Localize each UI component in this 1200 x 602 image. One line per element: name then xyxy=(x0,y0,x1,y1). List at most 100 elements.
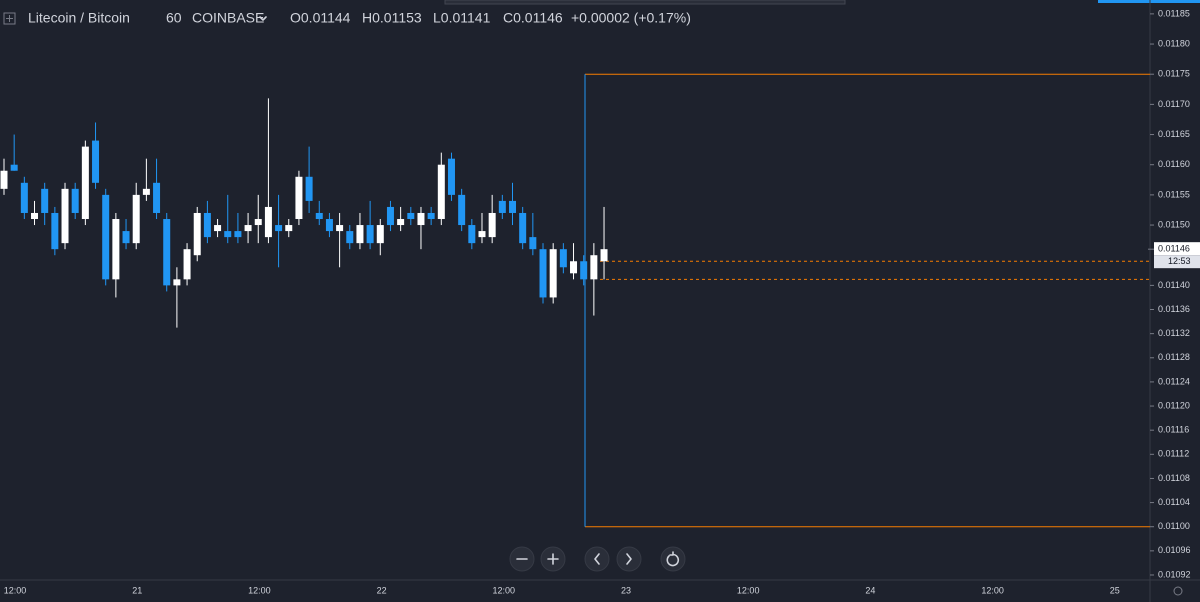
candle-body xyxy=(336,225,343,231)
candle-body xyxy=(255,219,262,225)
candle-body xyxy=(356,225,363,243)
candle-body xyxy=(529,237,536,249)
y-tick-label: 0.01092 xyxy=(1158,569,1191,579)
candle-body xyxy=(143,189,150,195)
candle-body xyxy=(214,225,221,231)
y-tick-label: 0.01100 xyxy=(1158,521,1190,531)
candle-body xyxy=(204,213,211,237)
x-tick-label: 23 xyxy=(621,585,631,595)
y-tick-label: 0.01170 xyxy=(1158,99,1190,109)
y-tick-label: 0.01185 xyxy=(1158,8,1190,18)
candle-body xyxy=(62,189,69,243)
x-tick-label: 12:00 xyxy=(981,585,1004,595)
candle-body xyxy=(489,213,496,237)
candle-body xyxy=(285,225,292,231)
candle-wick xyxy=(176,267,177,327)
exchange[interactable]: COINBASE xyxy=(192,10,264,26)
candle-wick xyxy=(481,213,482,243)
candle-body xyxy=(295,177,302,219)
scroll-right-button[interactable] xyxy=(617,547,641,571)
candle-body xyxy=(428,213,435,219)
y-tick-label: 0.01128 xyxy=(1158,352,1190,362)
candle-body xyxy=(224,231,231,237)
candle-body xyxy=(112,219,119,279)
candle-body xyxy=(275,225,282,231)
candle-body xyxy=(1,171,8,189)
candle-body xyxy=(519,213,526,243)
countdown-label: 12:53 xyxy=(1168,256,1191,266)
candle-body xyxy=(550,249,557,297)
candle-body xyxy=(21,183,28,213)
x-tick-label: 25 xyxy=(1110,585,1120,595)
legend-close: C0.01146 xyxy=(503,10,563,26)
y-tick-label: 0.01112 xyxy=(1158,449,1189,459)
candle-body xyxy=(11,165,18,171)
x-tick-label: 12:00 xyxy=(493,585,516,595)
y-tick-label: 0.01132 xyxy=(1158,328,1190,338)
candle-body xyxy=(367,225,374,243)
toolbar-tab[interactable] xyxy=(445,0,845,4)
x-tick-label: 12:00 xyxy=(248,585,271,595)
candle-body xyxy=(306,177,313,201)
y-tick-label: 0.01175 xyxy=(1158,69,1190,79)
candle-body xyxy=(468,225,475,243)
candle-body xyxy=(41,189,48,213)
legend-low: L0.01141 xyxy=(433,10,491,26)
y-tick-label: 0.01180 xyxy=(1158,38,1190,48)
y-tick-label: 0.01155 xyxy=(1158,189,1190,199)
candle-body xyxy=(397,219,404,225)
candle-body xyxy=(173,279,180,285)
x-tick-label: 12:00 xyxy=(737,585,760,595)
candle-body xyxy=(163,219,170,285)
candle-body xyxy=(478,231,485,237)
x-tick-label: 24 xyxy=(865,585,875,595)
x-tick-label: 21 xyxy=(132,585,142,595)
candle-body xyxy=(234,231,241,237)
legend-high: H0.01153 xyxy=(362,10,422,26)
candle-body xyxy=(407,213,414,219)
candle-wick xyxy=(278,195,279,267)
candle-body xyxy=(458,195,465,225)
y-tick-label: 0.01120 xyxy=(1158,400,1190,410)
candle-body xyxy=(570,261,577,273)
reset-button[interactable] xyxy=(661,547,685,571)
candle-body xyxy=(133,195,140,243)
candle-body xyxy=(509,201,516,213)
candle-body xyxy=(601,249,608,261)
x-tick-label: 22 xyxy=(377,585,387,595)
candle-body xyxy=(316,213,323,219)
y-tick-label: 0.01108 xyxy=(1158,473,1190,483)
interval: 60 xyxy=(166,10,182,26)
candle-body xyxy=(123,231,130,243)
candle-body xyxy=(438,165,445,219)
header: Litecoin / Bitcoin 60 COINBASE O0.01144 … xyxy=(4,10,691,26)
candle-body xyxy=(153,183,160,213)
toolbar-tab-active[interactable] xyxy=(1098,0,1200,3)
symbol: Litecoin / Bitcoin xyxy=(28,10,130,26)
candle-body xyxy=(346,231,353,243)
candle-body xyxy=(417,213,424,225)
legend-change: +0.00002 (+0.17%) xyxy=(571,10,691,26)
candle-wick xyxy=(604,207,605,279)
candle-body xyxy=(51,213,58,249)
candle-wick xyxy=(339,213,340,267)
candle-body xyxy=(590,255,597,279)
candle-body xyxy=(184,249,191,279)
y-tick-label: 0.01096 xyxy=(1158,545,1191,555)
candle-body xyxy=(82,147,89,219)
candle-body xyxy=(245,225,252,231)
candle-body xyxy=(540,249,547,297)
candle-body xyxy=(265,207,272,237)
y-tick-label: 0.01150 xyxy=(1158,219,1190,229)
candle-body xyxy=(194,213,201,255)
y-tick-label: 0.01160 xyxy=(1158,159,1190,169)
y-tick-label: 0.01165 xyxy=(1158,129,1190,139)
y-tick-label: 0.01104 xyxy=(1158,497,1190,507)
candle-body xyxy=(92,141,99,183)
candle-body xyxy=(560,249,567,267)
candle-body xyxy=(448,159,455,195)
chart: Litecoin / Bitcoin 60 COINBASE O0.01144 … xyxy=(0,0,1200,602)
scroll-left-button[interactable] xyxy=(585,547,609,571)
last-price-label: 0.01146 xyxy=(1158,244,1190,254)
candle-wick xyxy=(237,213,238,243)
